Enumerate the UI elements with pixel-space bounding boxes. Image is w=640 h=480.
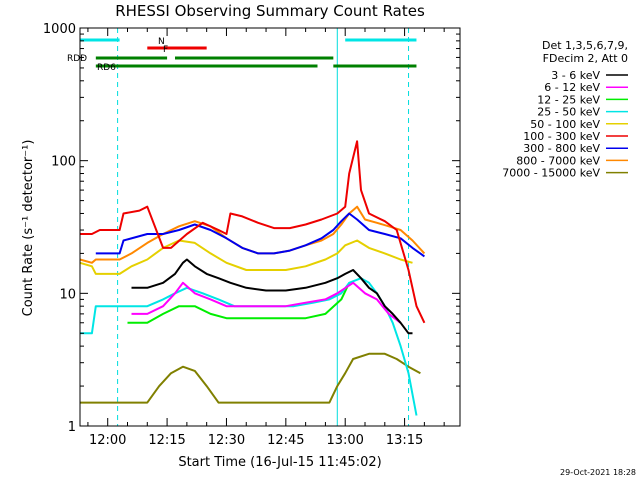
legend-entry-5: 100 - 300 keV	[523, 130, 600, 143]
y-tick-label: 1	[68, 420, 76, 435]
chart-axes: 1 10 100 1000 12:00 12:15 12:30 12:45 13:00 13:15	[43, 22, 460, 448]
legend: Det 1,3,5,6,7,9, FDecim 2, Att 0 3 - 6 k…	[502, 39, 628, 180]
flag-label-rd6: RD6	[97, 63, 116, 73]
legend-entry-2: 12 - 25 keV	[537, 93, 600, 106]
series-line-8	[80, 352, 421, 404]
series-line-4	[79, 239, 413, 275]
x-tick-label: 12:45	[267, 433, 304, 448]
chart-flag-bars: NF RDD RD6	[67, 37, 417, 73]
legend-entry-4: 50 - 100 keV	[530, 118, 600, 131]
series-line-6	[95, 212, 425, 258]
x-tick-label: 12:30	[208, 433, 245, 448]
flag-label-f: F	[163, 45, 168, 55]
series-line-1	[131, 281, 402, 324]
legend-header-line-2: FDecim 2, Att 0	[543, 52, 628, 65]
flag-label-n: N	[158, 37, 165, 47]
legend-header-line-1: Det 1,3,5,6,7,9,	[542, 39, 628, 52]
x-tick-label: 13:00	[326, 433, 363, 448]
plot-frame	[79, 27, 461, 427]
x-tick-label: 13:15	[386, 433, 423, 448]
flag-label-rdd: RDD	[67, 54, 87, 64]
y-tick-label: 10	[59, 287, 76, 302]
legend-entry-8: 7000 - 15000 keV	[502, 167, 600, 180]
legend-entry-7: 800 - 7000 keV	[516, 154, 600, 167]
y-tick-label: 100	[51, 155, 76, 170]
legend-entry-3: 25 - 50 keV	[537, 106, 600, 119]
y-axis-label: Count Rate (s⁻¹ detector⁻¹)	[21, 140, 36, 317]
legend-entry-6: 300 - 800 keV	[523, 142, 600, 155]
x-axis-label: Start Time (16-Jul-15 11:45:02)	[178, 455, 381, 470]
legend-entry-1: 6 - 12 keV	[544, 81, 600, 94]
x-tick-label: 12:00	[89, 433, 126, 448]
y-tick-label: 1000	[43, 22, 76, 37]
series-line-2	[127, 282, 351, 324]
series-line-0	[131, 258, 413, 335]
timestamp: 29-Oct-2021 18:28	[560, 468, 636, 477]
legend-entry-0: 3 - 6 keV	[551, 69, 600, 82]
chart-series-group	[79, 140, 426, 416]
chart-title: RHESSI Observing Summary Count Rates	[115, 2, 425, 20]
x-tick-label: 12:15	[148, 433, 185, 448]
series-line-5	[80, 140, 426, 324]
